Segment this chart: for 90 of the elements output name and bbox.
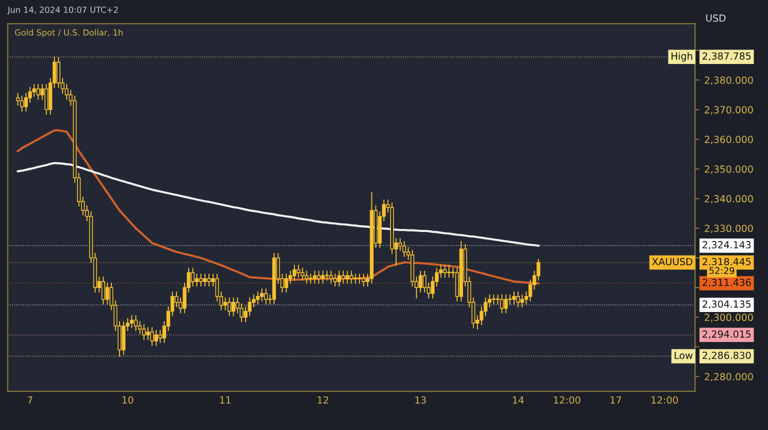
candlestick xyxy=(228,297,232,316)
candlestick xyxy=(190,268,195,287)
ref-line-label: 2,294.015 xyxy=(702,330,751,339)
line-series xyxy=(16,162,540,247)
candlestick xyxy=(321,270,325,284)
candlestick xyxy=(130,315,134,328)
x-tick-label: 17 xyxy=(610,396,622,404)
candlestick xyxy=(296,264,300,278)
ref-line-label: 2,304.135 xyxy=(702,300,751,309)
ref-line-label: 2,311.436 xyxy=(702,278,751,288)
candlestick xyxy=(520,294,524,308)
candlestick xyxy=(345,270,350,284)
candlestick xyxy=(44,84,48,115)
candlestick xyxy=(362,274,366,287)
text: Gold Spot / U.S. Dollar, 1h xyxy=(15,29,123,38)
candlestick xyxy=(304,270,308,284)
y-tick-label: 2,380.000 xyxy=(704,76,753,85)
candlestick xyxy=(496,294,500,304)
candlestick xyxy=(333,274,337,287)
ref-line-label: 2,318.445 xyxy=(702,258,751,266)
candlestick xyxy=(500,294,504,314)
candlestick xyxy=(142,324,146,340)
y-tick-label: 2,350.000 xyxy=(704,165,753,174)
x-tick-label: 14 xyxy=(513,396,524,404)
y-tick-label: 2,370.000 xyxy=(704,106,753,114)
annotation: XAUUSD xyxy=(652,258,692,266)
candlestick xyxy=(232,297,236,316)
candlestick xyxy=(430,276,435,298)
candlestick xyxy=(354,274,358,284)
candlestick xyxy=(402,241,406,257)
x-tick-label: 7 xyxy=(28,396,32,404)
candlestick xyxy=(350,270,354,284)
y-tick-label: 2,300.000 xyxy=(704,314,753,322)
candlestick xyxy=(488,294,492,308)
candlestick xyxy=(207,274,211,287)
candlestick xyxy=(20,96,24,112)
chart-subtitle: Jun 14, 2024 10:07 UTC+2 xyxy=(7,6,118,14)
x-tick-label: 10 xyxy=(122,396,134,404)
candlestick xyxy=(504,294,508,314)
x-tick-label: 12:00 xyxy=(554,396,580,404)
candlestick xyxy=(203,274,207,287)
candlestick xyxy=(16,92,20,106)
candlestick xyxy=(512,291,516,304)
candlestick xyxy=(260,288,264,302)
candlestick xyxy=(447,264,451,278)
candlestick xyxy=(325,270,329,281)
candlestick xyxy=(32,84,36,97)
candlestick xyxy=(256,291,260,304)
candlestick xyxy=(516,291,520,308)
candlestick xyxy=(122,321,126,355)
candlestick xyxy=(358,274,362,284)
candlestick xyxy=(134,315,138,332)
candlestick xyxy=(316,270,321,284)
x-tick-label: 13 xyxy=(415,396,426,404)
candlestick xyxy=(341,270,346,284)
annotation: High xyxy=(672,52,692,62)
candlestick xyxy=(146,327,150,340)
candlestick xyxy=(264,288,268,304)
candlestick xyxy=(292,264,296,281)
candlestick xyxy=(528,280,532,302)
y-tick-label: 2,280.000 xyxy=(704,372,753,382)
candlestick xyxy=(199,274,203,287)
y-tick-label: 2,330.000 xyxy=(704,224,753,234)
ref-line-label: 2,286.830 xyxy=(702,352,751,360)
annotation: Low xyxy=(674,352,693,360)
candlestick xyxy=(223,297,228,310)
candlestick xyxy=(194,274,199,287)
candlestick xyxy=(300,268,304,281)
candlestick xyxy=(154,330,158,346)
ref-line-label: 2,387.785 xyxy=(702,52,751,61)
candlestick xyxy=(101,276,106,304)
ref-line-label: 2,324.143 xyxy=(702,241,751,250)
candlestick xyxy=(443,264,447,278)
y-tick-label: 2,360.000 xyxy=(704,136,753,144)
y-tick-label: 2,340.000 xyxy=(704,195,753,204)
candlestick xyxy=(252,294,256,308)
candlestick xyxy=(105,282,110,304)
candlestick xyxy=(329,270,333,284)
candlestick xyxy=(284,274,288,292)
x-tick-label: 12 xyxy=(318,396,328,404)
candlestick xyxy=(337,270,341,287)
x-tick-label: 12:00 xyxy=(652,396,678,404)
candlestick xyxy=(150,327,154,346)
candlestick xyxy=(36,84,40,100)
y-axis-title: USD xyxy=(706,14,726,22)
candlestick xyxy=(312,270,317,284)
candlestick xyxy=(248,297,252,316)
x-tick-label: 11 xyxy=(220,396,231,404)
text: 52:29 xyxy=(709,267,734,274)
candlestick xyxy=(492,294,496,304)
